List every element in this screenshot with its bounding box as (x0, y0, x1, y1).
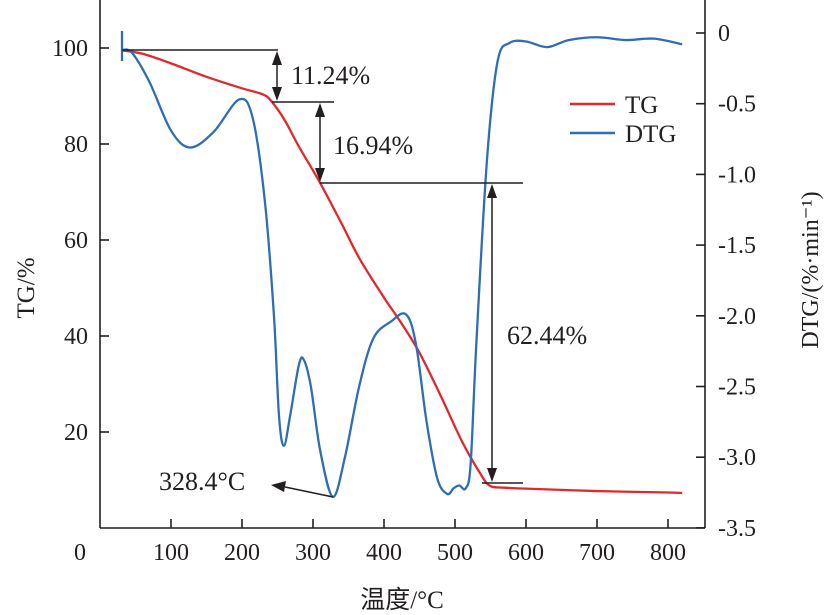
origin-label: 0 (74, 540, 86, 566)
arrow-head-up (272, 51, 282, 65)
pointer-arrow-head (271, 481, 286, 492)
x-tick-label: 100 (153, 540, 189, 566)
y-left-tick-label: 60 (64, 228, 88, 254)
ticks: 100 200 300 400 500 600 700 800 20 40 60 80 100 0 -0.5… (52, 21, 756, 566)
arrow-head-down (272, 87, 282, 101)
legend-tg-label: TG (625, 92, 658, 119)
x-tick-label: 200 (224, 540, 260, 566)
x-tick-label: 800 (650, 540, 686, 566)
legend: TG DTG (570, 92, 676, 148)
x-tick-label: 300 (295, 540, 331, 566)
x-tick-label: 700 (579, 540, 615, 566)
legend-dtg-label: DTG (625, 121, 676, 148)
arrow-head-down (487, 468, 497, 482)
pointer-arrow-line (284, 486, 334, 498)
y-right-tick-label: -1.5 (718, 233, 756, 259)
y-right-tick-label: -2.0 (718, 304, 756, 330)
x-tick-label: 400 (366, 540, 402, 566)
annotation-62-44: 62.44% (507, 321, 587, 350)
x-tick-label: 500 (437, 540, 473, 566)
arrow-head-up (315, 103, 325, 117)
y-right-tick-label: 0 (718, 21, 730, 47)
y-left-tick-label: 80 (64, 132, 88, 158)
annotation-328-4: 328.4°C (159, 467, 245, 496)
y-right-tick-label: -2.5 (718, 375, 756, 401)
annotation-11-24: 11.24% (291, 61, 370, 90)
y-right-tick-label: -0.5 (718, 92, 756, 118)
annotations: 11.24% 16.94% 62.44% 328.4°C (122, 49, 587, 498)
x-axis-label: 温度/°C (360, 586, 444, 614)
y-right-tick-label: -3.0 (718, 445, 756, 471)
series-tg-line (121, 49, 683, 495)
y-left-tick-label: 100 (52, 36, 88, 62)
y-left-axis-label: TG/% (13, 257, 40, 318)
y-right-axis-label: DTG/(%·min⁻¹) (798, 191, 824, 348)
annotation-16-94: 16.94% (333, 131, 413, 160)
axes (99, 0, 706, 529)
x-tick-label: 600 (508, 540, 544, 566)
y-right-tick-label: -3.5 (718, 516, 756, 542)
y-right-tick-label: -1.0 (718, 162, 756, 188)
arrow-head-up (487, 184, 497, 198)
y-left-tick-label: 40 (64, 324, 88, 350)
arrow-head-down (315, 168, 325, 182)
y-left-tick-label: 20 (64, 420, 88, 446)
series (120, 31, 683, 498)
series-dtg-line (121, 36, 683, 498)
